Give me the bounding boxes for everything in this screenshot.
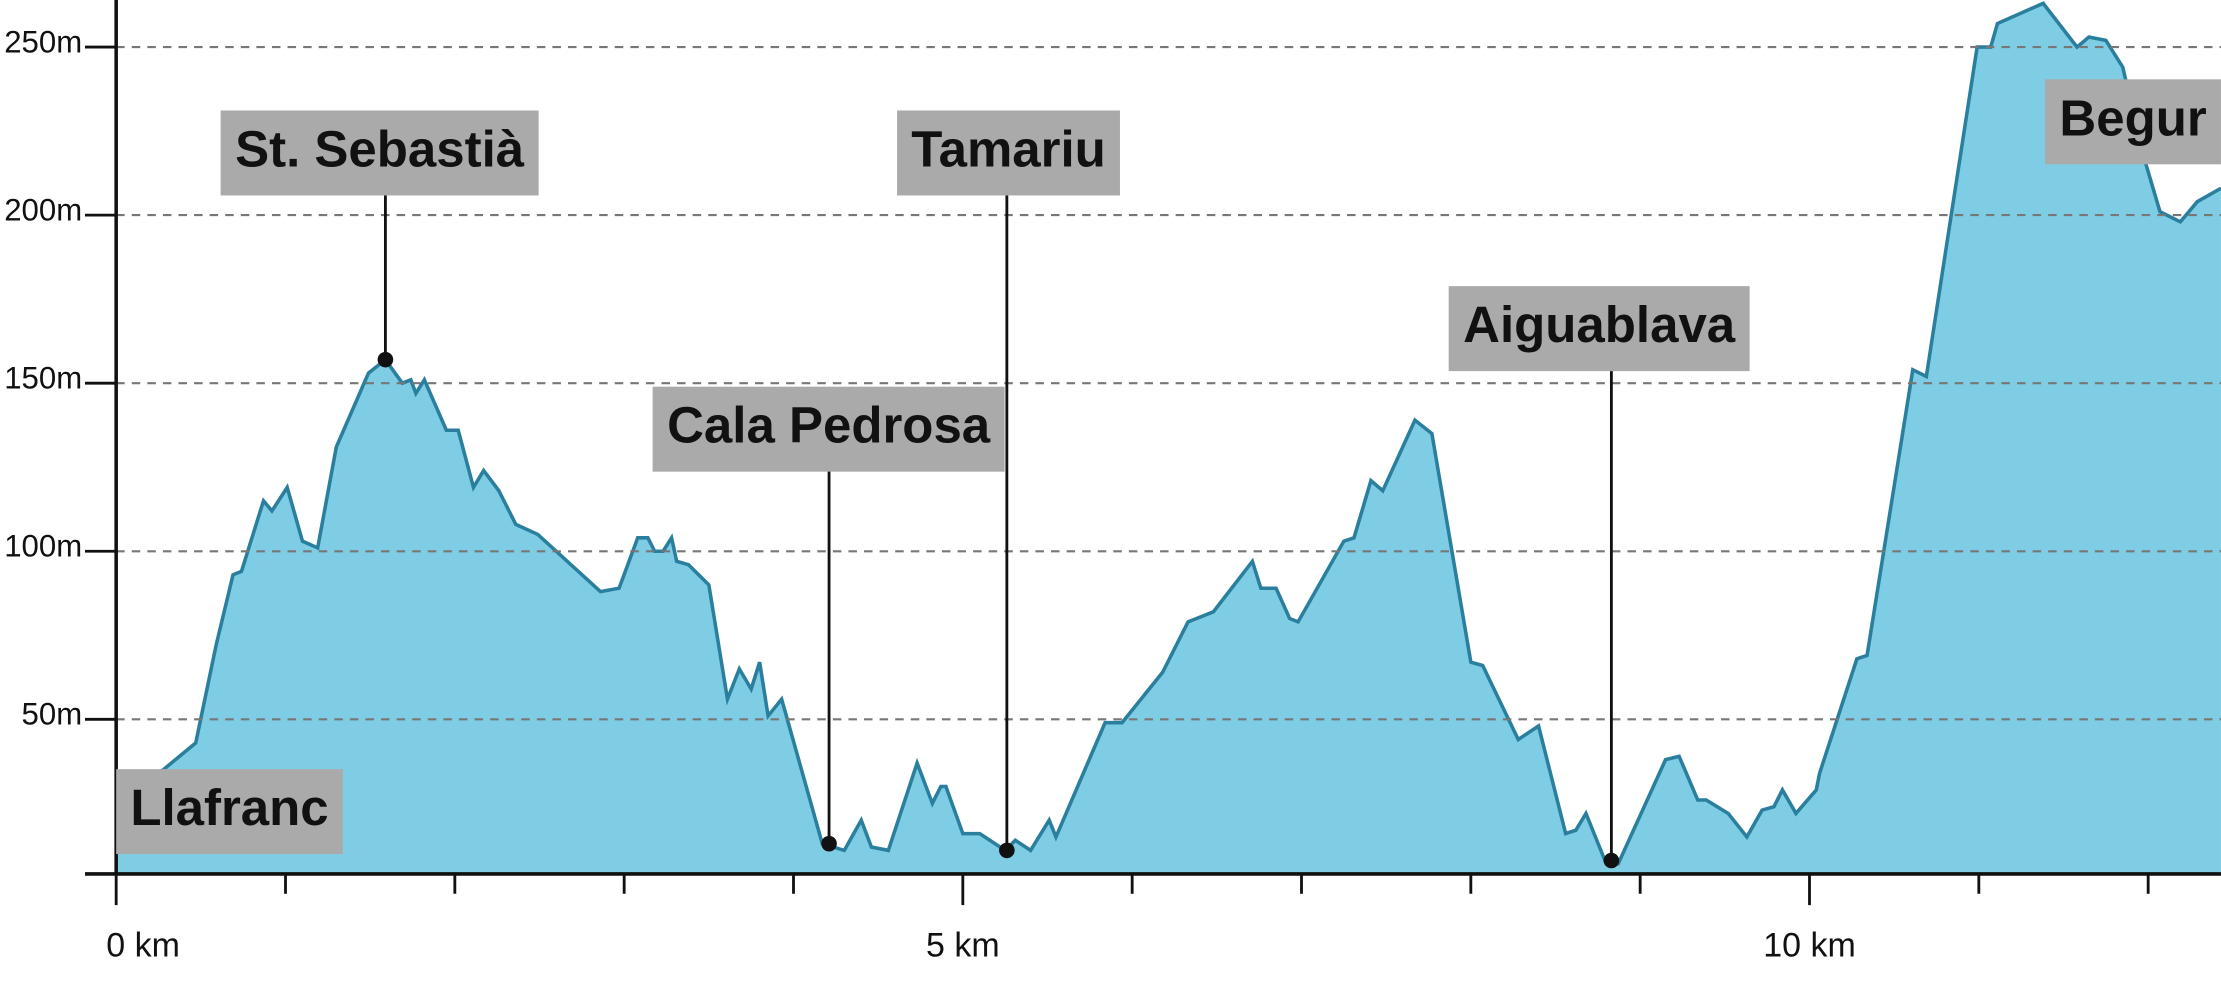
point-marker (821, 835, 837, 852)
annotation-label: Cala Pedrosa (667, 397, 991, 454)
annotation: Tamariu (897, 110, 1120, 859)
y-tick-label: 100m (4, 529, 82, 564)
label-box (220, 110, 539, 196)
label-box (1448, 286, 1750, 372)
point-marker (999, 842, 1015, 859)
label-box (652, 386, 1005, 472)
label-box (2045, 79, 2221, 165)
annotation: St. Sebastià (220, 110, 539, 368)
annotation-label: Aiguablava (1463, 296, 1736, 353)
y-tick-label: 50m (22, 697, 83, 732)
annotation: Llafranc (116, 769, 343, 855)
annotation: Cala Pedrosa (652, 386, 1005, 852)
label-box (897, 110, 1120, 196)
annotation-label: Begur (2059, 89, 2206, 146)
profile-line (115, 1, 2221, 866)
x-tick-label: 5 km (926, 927, 1000, 965)
x-tick-label: 10 km (1763, 927, 1856, 965)
x-tick-label: 0 km (106, 927, 180, 965)
annotation: Aiguablava (1448, 286, 1750, 869)
point-marker (1603, 852, 1620, 869)
area (116, 3, 2221, 874)
point-marker (377, 351, 394, 368)
annotation-label: St. Sebastià (235, 120, 525, 177)
y-tick-label: 150m (4, 361, 82, 396)
label-box (116, 769, 343, 855)
annotation-label: Llafranc (130, 779, 328, 836)
annotation-label: Tamariu (911, 120, 1106, 177)
y-tick-label: 200m (4, 193, 82, 228)
annotation: Begur (2045, 79, 2221, 165)
y-tick-label: 250m (4, 24, 82, 59)
